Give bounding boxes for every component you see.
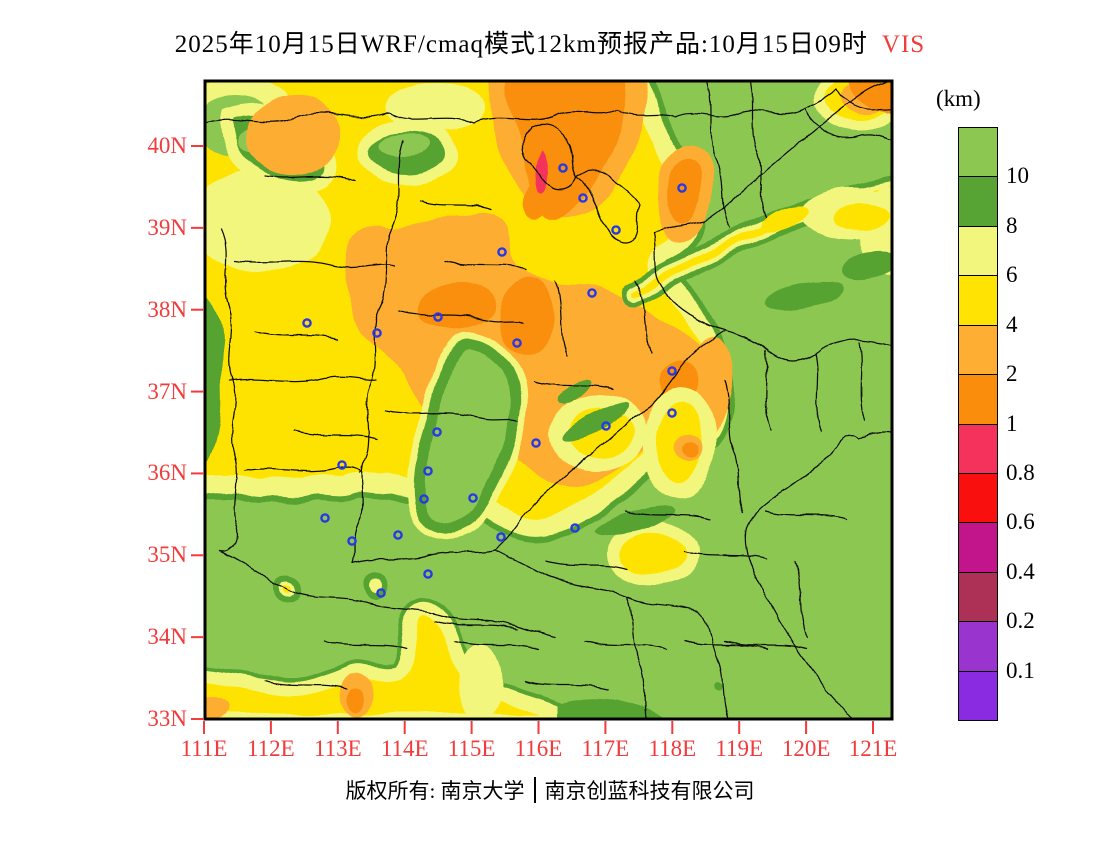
station-marker xyxy=(320,513,330,523)
colorbar-block xyxy=(958,472,998,524)
y-axis-label: 38N xyxy=(147,296,187,322)
colorbar-block xyxy=(958,621,998,672)
station-marker xyxy=(667,408,677,418)
axis-ticks xyxy=(191,145,874,734)
station-marker xyxy=(570,523,580,533)
station-marker xyxy=(667,366,677,376)
copyright-left: 版权所有: 南京大学 xyxy=(345,779,525,803)
station-marker xyxy=(578,193,588,203)
station-marker xyxy=(497,247,507,257)
colorbar-tick-label: 0.6 xyxy=(1006,509,1035,535)
colorbar-unit-label: (km) xyxy=(936,86,981,111)
station-marker xyxy=(468,493,478,503)
station-marker xyxy=(372,328,382,338)
x-axis-label: 120E xyxy=(781,736,831,761)
x-axis-label: 113E xyxy=(313,736,362,761)
colorbar-block xyxy=(958,571,998,623)
station-marker xyxy=(337,460,347,470)
x-axis-label: 117E xyxy=(581,736,630,761)
x-axis-label: 111E xyxy=(180,736,228,761)
station-marker xyxy=(512,338,522,348)
y-axis-label: 36N xyxy=(147,460,187,486)
colorbar-block xyxy=(958,275,998,326)
colorbar-block xyxy=(958,522,998,573)
x-axis-label: 115E xyxy=(447,736,496,761)
colorbar-tick-label: 0.4 xyxy=(1006,558,1035,584)
station-marker xyxy=(496,532,506,542)
copyright-right: 南京创蓝科技有限公司 xyxy=(544,779,755,803)
station-marker xyxy=(601,421,611,431)
title-variable: VIS xyxy=(881,31,926,58)
station-marker xyxy=(558,163,568,173)
station-marker xyxy=(432,427,442,437)
page-title: 2025年10月15日WRF/cmaq模式12km预报产品:10月15日09时 V… xyxy=(0,24,1100,60)
station-marker xyxy=(423,569,433,579)
station-marker xyxy=(433,312,443,322)
y-axis-label: 34N xyxy=(147,624,187,650)
colorbar-block xyxy=(958,423,998,474)
colorbar-tick-label: 8 xyxy=(1006,212,1018,238)
y-axis-label: 39N xyxy=(147,214,187,240)
x-axis-label: 116E xyxy=(514,736,563,761)
colorbar-tick-label: 10 xyxy=(1006,163,1029,189)
colorbar-tick-label: 4 xyxy=(1006,311,1018,337)
station-marker xyxy=(423,466,433,476)
colorbar-tick-label: 0.1 xyxy=(1006,657,1035,683)
colorbar-tick-label: 0.2 xyxy=(1006,608,1035,634)
station-marker xyxy=(347,536,357,546)
station-markers xyxy=(302,163,687,598)
x-axis-label: 112E xyxy=(247,736,295,761)
province-boundaries xyxy=(205,81,892,719)
colorbar-tick-label: 1 xyxy=(1006,410,1018,436)
station-marker xyxy=(531,438,541,448)
x-axis-label: 119E xyxy=(715,736,764,761)
colorbar-block xyxy=(958,670,998,722)
colorbar-block xyxy=(958,374,998,425)
y-axis-label: 33N xyxy=(147,705,187,731)
station-marker xyxy=(393,530,403,540)
y-axis-label: 35N xyxy=(147,542,187,568)
map-frame xyxy=(203,79,894,721)
y-axis-label: 37N xyxy=(147,378,187,404)
station-marker xyxy=(302,318,312,328)
x-axis-label: 114E xyxy=(380,736,429,761)
copyright-footer: 版权所有: 南京大学 南京创蓝科技有限公司 xyxy=(0,775,1100,805)
colorbar-tick-label: 6 xyxy=(1006,262,1018,288)
station-marker xyxy=(611,225,621,235)
station-marker xyxy=(419,494,429,504)
colorbar-block xyxy=(958,225,998,277)
map-area xyxy=(205,81,892,719)
colorbar-block xyxy=(958,324,998,376)
colorbar-tick-label: 2 xyxy=(1006,361,1018,387)
colorbar-block xyxy=(958,127,998,178)
x-axis-label: 118E xyxy=(648,736,697,761)
station-marker xyxy=(587,288,597,298)
station-marker xyxy=(376,588,386,598)
y-axis-label: 40N xyxy=(147,133,187,158)
colorbar-block xyxy=(958,176,998,227)
x-axis-label: 121E xyxy=(848,736,898,761)
footer-separator-bar xyxy=(533,777,536,803)
title-text: 2025年10月15日WRF/cmaq模式12km预报产品:10月15日09时 xyxy=(174,31,868,58)
lowest-visibility-streak xyxy=(533,149,547,193)
colorbar-tick-label: 0.8 xyxy=(1006,459,1035,485)
station-marker xyxy=(677,183,687,193)
